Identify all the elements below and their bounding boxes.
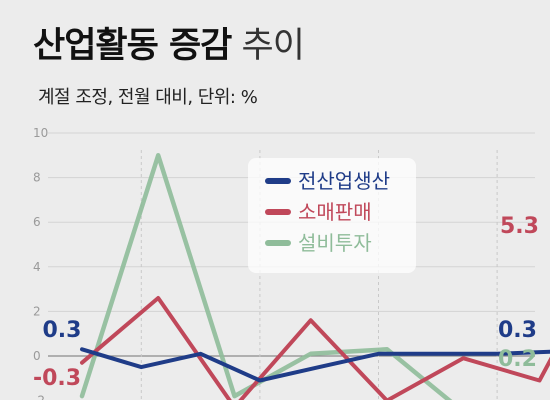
end-label-investment: 0.2 (498, 347, 537, 372)
title-light: 추이 (241, 26, 305, 66)
y-tick-label: 6 (33, 215, 41, 229)
series-line-1 (80, 347, 550, 383)
legend-label: 소매판매 (298, 200, 372, 224)
legend-label: 전산업생산 (298, 169, 390, 193)
y-tick-label: 2 (33, 304, 41, 318)
title-main: 산업활동 증감 (33, 26, 232, 66)
series-line-3 (79, 153, 453, 400)
chart-subtitle: 계절 조정, 전월 대비, 단위: % (38, 87, 258, 108)
y-tick-label: 10 (33, 126, 48, 140)
chart-title: 산업활동 증감 추이 (33, 24, 305, 68)
end-label-retail: 5.3 (500, 214, 539, 239)
y-tick-label: 8 (33, 171, 41, 185)
y-tick-label: -2 (33, 394, 45, 400)
start-label-production: 0.3 (43, 318, 82, 343)
start-label-retail: -0.3 (33, 366, 81, 391)
y-tick-label: 4 (33, 260, 41, 274)
y-tick-label: 0 (33, 349, 41, 363)
legend-label: 설비투자 (298, 231, 372, 255)
end-label-production: 0.3 (498, 318, 537, 343)
